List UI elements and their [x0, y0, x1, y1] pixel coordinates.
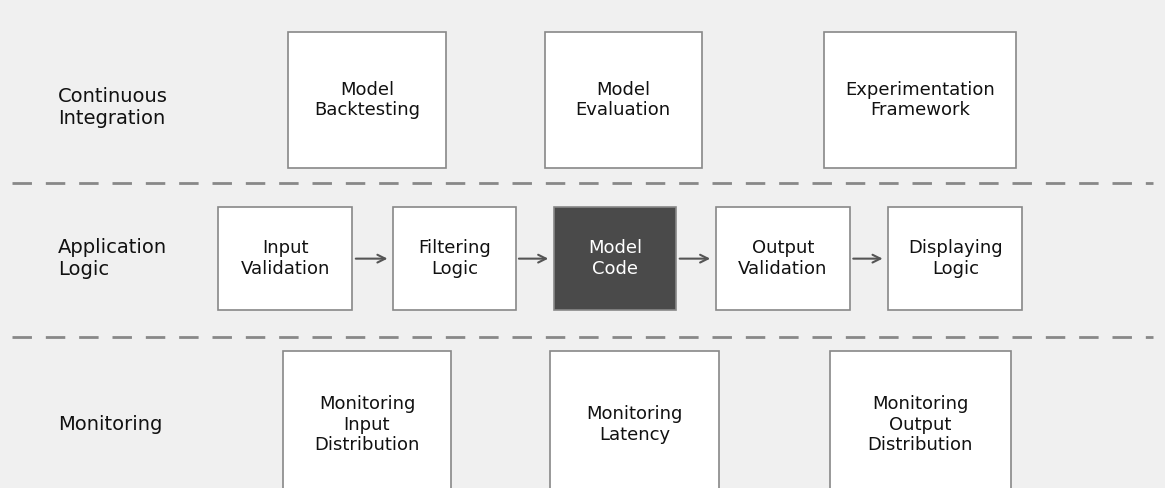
Text: Monitoring: Monitoring: [58, 415, 163, 434]
Text: Monitoring
Latency: Monitoring Latency: [587, 405, 683, 444]
Text: Model
Backtesting: Model Backtesting: [315, 81, 419, 120]
Text: Filtering
Logic: Filtering Logic: [418, 239, 490, 278]
Bar: [888, 207, 1023, 310]
Bar: [545, 32, 701, 168]
Bar: [829, 351, 1010, 488]
Text: Input
Validation: Input Validation: [241, 239, 330, 278]
Text: Application
Logic: Application Logic: [58, 238, 168, 279]
Bar: [555, 207, 676, 310]
Text: Model
Code: Model Code: [588, 239, 642, 278]
Text: Displaying
Logic: Displaying Logic: [908, 239, 1003, 278]
Bar: [288, 32, 445, 168]
Bar: [282, 351, 451, 488]
Bar: [825, 32, 1016, 168]
Bar: [715, 207, 850, 310]
Bar: [393, 207, 515, 310]
Bar: [551, 351, 720, 488]
Text: Monitoring
Output
Distribution: Monitoring Output Distribution: [868, 395, 973, 454]
Text: Output
Validation: Output Validation: [739, 239, 827, 278]
Text: Continuous
Integration: Continuous Integration: [58, 87, 168, 128]
Text: Experimentation
Framework: Experimentation Framework: [846, 81, 995, 120]
Bar: [219, 207, 352, 310]
Text: Model
Evaluation: Model Evaluation: [576, 81, 671, 120]
Text: Monitoring
Input
Distribution: Monitoring Input Distribution: [315, 395, 419, 454]
